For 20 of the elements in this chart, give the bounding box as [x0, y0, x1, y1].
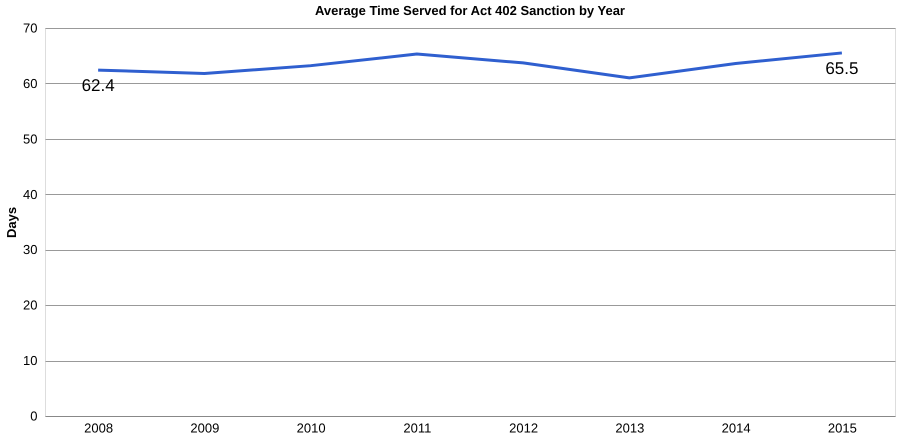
data-label: 65.5	[825, 58, 858, 78]
x-tick-label: 2009	[190, 420, 220, 436]
x-tick-label: 2008	[84, 420, 114, 436]
y-tick-label: 40	[23, 186, 38, 202]
x-tick-label: 2015	[828, 420, 857, 436]
y-tick-label: 30	[23, 242, 38, 258]
x-tick-label: 2013	[615, 420, 644, 436]
x-tick-label: 2012	[509, 420, 538, 436]
y-tick-label: 50	[23, 131, 38, 146]
y-tick-label: 20	[23, 298, 38, 313]
chart-title: Average Time Served for Act 402 Sanction by Year	[315, 3, 625, 18]
data-label: 62.4	[82, 76, 115, 96]
y-axis-title: Days	[4, 206, 20, 238]
x-tick-label: 2010	[296, 420, 326, 436]
y-tick-label: 10	[23, 353, 38, 368]
x-tick-label: 2014	[722, 420, 751, 436]
y-tick-label: 60	[23, 76, 38, 91]
y-tick-label: 70	[23, 20, 38, 36]
x-tick-label: 2011	[403, 420, 432, 436]
y-tick-label: 0	[30, 408, 38, 424]
